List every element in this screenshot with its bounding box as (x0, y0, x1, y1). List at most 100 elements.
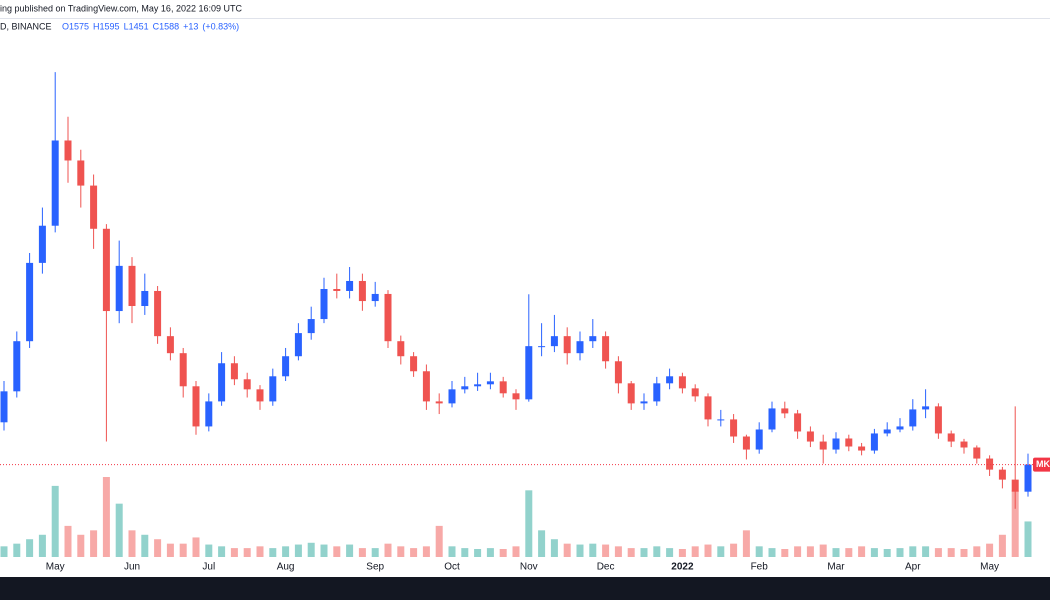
candle-body (218, 363, 226, 402)
volume-bar (192, 537, 200, 557)
candle-body (448, 389, 456, 404)
volume-bar (602, 544, 610, 557)
volume-bar (218, 546, 226, 557)
candle-body (819, 441, 827, 450)
candle-body (230, 363, 238, 380)
candle-body (51, 140, 59, 226)
candle-body (64, 140, 72, 161)
candle-body (256, 389, 264, 402)
candle-body (640, 401, 648, 404)
volume-bar (0, 546, 8, 557)
volume-bar (38, 534, 46, 557)
candle-body (781, 408, 789, 414)
x-tick-label: May (46, 562, 65, 573)
candle-body (858, 446, 866, 451)
volume-bar (781, 549, 789, 557)
volume-bar (166, 543, 174, 557)
volume-bar (371, 548, 379, 557)
chart-title: ing published on TradingView.com, May 16… (0, 3, 242, 13)
volume-bar (678, 549, 686, 557)
volume-bar (1011, 490, 1019, 557)
candle-body (550, 336, 558, 347)
volume-bar (307, 542, 315, 557)
volume-bar (614, 546, 622, 557)
candle-body (179, 353, 187, 387)
volume-bar (870, 548, 878, 557)
volume-bar (960, 549, 968, 557)
candle-body (678, 376, 686, 389)
volume-bar (832, 548, 840, 557)
volume-bar (576, 544, 584, 557)
candle-body (154, 290, 162, 337)
volume-bar (230, 548, 238, 557)
x-tick-label: Dec (597, 562, 615, 573)
candle-body (922, 406, 930, 410)
volume-bar (243, 548, 251, 557)
candle-body (845, 438, 853, 447)
volume-bar (691, 546, 699, 557)
candle-body (269, 376, 277, 402)
volume-bar (422, 546, 430, 557)
candle-body (115, 265, 123, 312)
volume-bar (154, 539, 162, 557)
volume-bar (282, 546, 290, 557)
volume-bar (499, 549, 507, 557)
volume-bar (794, 546, 802, 557)
volume-bar (730, 543, 738, 557)
legend-value: +13 (183, 21, 198, 31)
volume-bar (973, 546, 981, 557)
volume-bar (858, 546, 866, 557)
candle-body (806, 431, 814, 442)
volume-bar (141, 534, 149, 557)
candle-body (870, 433, 878, 451)
symbol-label: D, BINANCE (0, 21, 52, 31)
candle-body (0, 391, 8, 423)
volume-bar (998, 534, 1006, 557)
price-tag: MKR (1036, 459, 1050, 469)
candle-body (576, 341, 584, 354)
volume-bar (819, 544, 827, 557)
volume-bar (64, 525, 72, 557)
x-tick-label: Feb (751, 562, 769, 573)
candle-body (499, 381, 507, 394)
candle-body (653, 383, 661, 402)
volume-bar (538, 530, 546, 557)
volume-bar (358, 548, 366, 557)
candle-body (998, 469, 1006, 480)
volume-bar (346, 544, 354, 557)
legend-value: O1575 (62, 21, 89, 31)
volume-bar (922, 546, 930, 557)
volume-bar (525, 490, 533, 557)
candle-body (691, 388, 699, 397)
candle-body (973, 447, 981, 459)
volume-bar (333, 546, 341, 557)
candle-body (730, 419, 738, 437)
volume-bar (512, 546, 520, 557)
x-tick-label: Apr (905, 562, 921, 573)
x-tick-label: Nov (520, 562, 538, 573)
candle-body (294, 333, 302, 357)
volume-bar (909, 546, 917, 557)
candle-body (627, 383, 635, 404)
candle-body (422, 371, 430, 402)
legend-value: (+0.83%) (202, 21, 239, 31)
volume-bar (589, 543, 597, 557)
volume-bar (435, 525, 443, 557)
candle-body (435, 401, 443, 404)
volume-bar (947, 548, 955, 557)
candle-body (307, 319, 315, 334)
volume-bar (768, 548, 776, 557)
volume-bar (704, 544, 712, 557)
volume-bar (256, 546, 264, 557)
x-tick-label: Aug (277, 562, 295, 573)
volume-bar (986, 543, 994, 557)
volume-bar (486, 548, 494, 557)
candle-body (282, 356, 290, 377)
candle-body (346, 280, 354, 291)
candle-body (589, 336, 597, 342)
volume-bar (883, 549, 891, 557)
volume-bar (294, 544, 302, 557)
